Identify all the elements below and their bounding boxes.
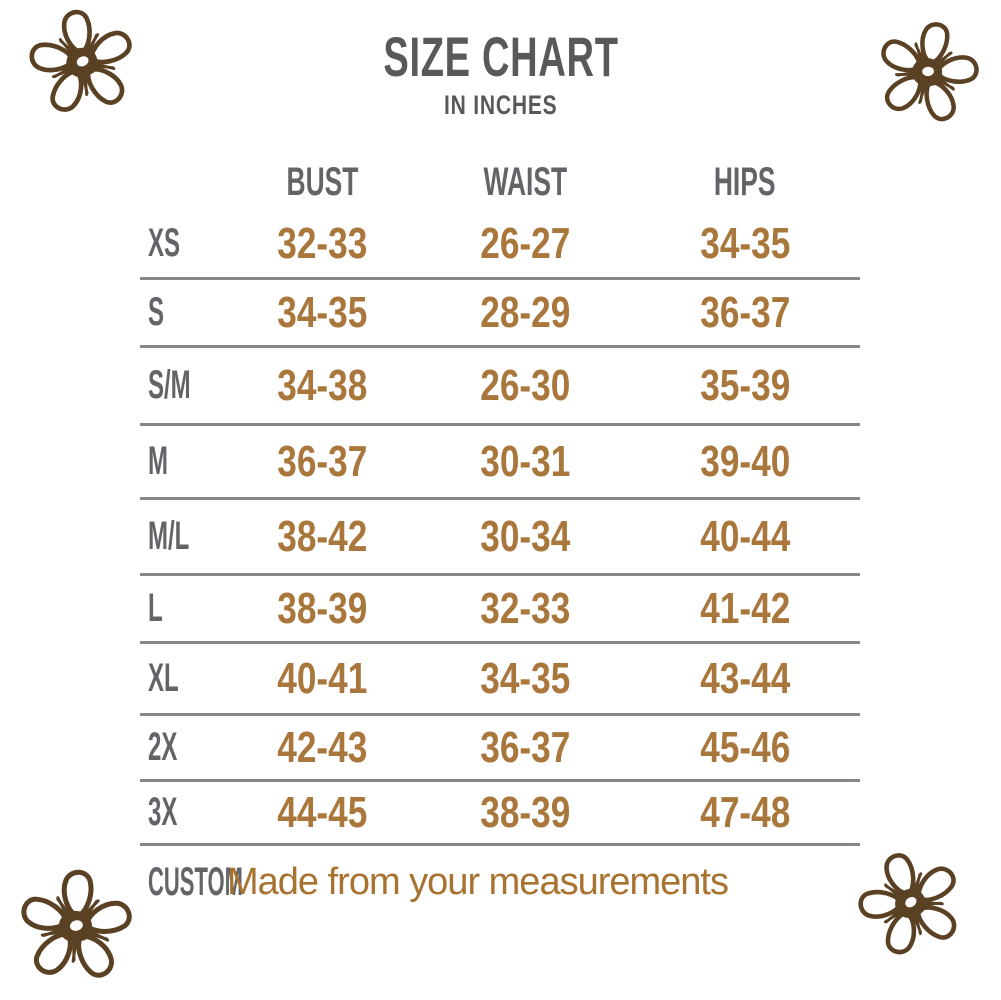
hips-value-cell: 40-44 <box>630 512 860 562</box>
hips-value: 40-44 <box>699 511 791 561</box>
table-row: XS 32-33 26-27 34-35 <box>140 210 860 280</box>
waist-value: 26-30 <box>479 360 571 410</box>
hips-value-cell: 39-40 <box>630 437 860 487</box>
size-label-cell: XS <box>140 221 225 266</box>
hips-value-cell: 35-39 <box>630 361 860 411</box>
hips-value-cell: 45-46 <box>630 723 860 773</box>
bust-value: 40-41 <box>277 653 368 703</box>
waist-value: 30-34 <box>479 511 571 561</box>
hips-value-cell: 34-35 <box>630 219 860 269</box>
bust-value-cell: 38-39 <box>225 584 420 634</box>
size-label: 3X <box>148 790 178 834</box>
bust-value-cell: 34-35 <box>225 288 420 338</box>
size-label: 2X <box>148 725 178 769</box>
waist-value: 26-27 <box>479 218 571 268</box>
hips-value: 36-37 <box>699 287 791 337</box>
table-row: 3X 44-45 38-39 47-48 <box>140 782 860 846</box>
bust-value: 36-37 <box>277 436 368 486</box>
hips-value: 41-42 <box>699 583 791 633</box>
bust-value-cell: 38-42 <box>225 512 420 562</box>
custom-size-note: Made from your measurements <box>227 860 729 903</box>
waist-value-cell: 30-31 <box>420 437 630 487</box>
chart-header: SIZE CHART IN INCHES <box>0 26 1001 121</box>
waist-value: 30-31 <box>479 436 571 486</box>
waist-value-cell: 32-33 <box>420 584 630 634</box>
column-header-hips: HIPS <box>630 160 860 205</box>
waist-value-cell: 28-29 <box>420 288 630 338</box>
bust-value: 34-35 <box>277 287 368 337</box>
size-label-cell: L <box>140 586 225 631</box>
column-header-label: HIPS <box>714 159 776 204</box>
hips-value: 45-46 <box>699 722 791 772</box>
page-title: SIZE CHART <box>382 25 619 88</box>
hips-value: 35-39 <box>699 360 791 410</box>
size-label: L <box>148 586 163 630</box>
hips-value: 34-35 <box>699 218 791 268</box>
size-label: XS <box>148 221 181 265</box>
waist-value: 38-39 <box>479 787 571 837</box>
hips-value: 39-40 <box>699 436 791 486</box>
bust-value-cell: 42-43 <box>225 723 420 773</box>
waist-value-cell: 26-30 <box>420 361 630 411</box>
hips-value: 43-44 <box>699 653 791 703</box>
size-label-cell: S <box>140 290 225 335</box>
hips-value-cell: 43-44 <box>630 654 860 704</box>
table-row: L 38-39 32-33 41-42 <box>140 576 860 644</box>
custom-size-row: CUSTOM Made from your measurements <box>148 852 868 912</box>
size-label: M <box>148 439 168 483</box>
bust-value: 44-45 <box>277 787 368 837</box>
bust-value-cell: 32-33 <box>225 219 420 269</box>
waist-value-cell: 34-35 <box>420 654 630 704</box>
size-label-cell: 3X <box>140 790 225 835</box>
size-label-cell: 2X <box>140 725 225 770</box>
table-row: S/M 34-38 26-30 35-39 <box>140 348 860 426</box>
column-header-label: WAIST <box>483 159 567 204</box>
size-label-cell: S/M <box>140 363 225 408</box>
column-header-waist: WAIST <box>420 160 630 205</box>
bust-value: 34-38 <box>277 360 368 410</box>
custom-size-label: CUSTOM <box>148 859 243 904</box>
table-header-row: BUST WAIST HIPS <box>140 154 860 210</box>
hips-value-cell: 47-48 <box>630 788 860 838</box>
hips-value-cell: 36-37 <box>630 288 860 338</box>
bust-value: 38-42 <box>277 511 368 561</box>
waist-value: 34-35 <box>479 653 571 703</box>
bust-value-cell: 44-45 <box>225 788 420 838</box>
size-label: XL <box>148 656 179 700</box>
size-label: S <box>148 290 165 334</box>
column-header-bust: BUST <box>225 160 420 205</box>
waist-value: 28-29 <box>479 287 571 337</box>
size-table: BUST WAIST HIPS XS 32-33 26-27 34-35 S 34-35 28-2… <box>140 154 860 846</box>
size-label: M/L <box>148 514 190 558</box>
waist-value-cell: 26-27 <box>420 219 630 269</box>
waist-value-cell: 30-34 <box>420 512 630 562</box>
table-row: S 34-35 28-29 36-37 <box>140 280 860 348</box>
waist-value: 32-33 <box>479 583 571 633</box>
hips-value-cell: 41-42 <box>630 584 860 634</box>
table-row: 2X 42-43 36-37 45-46 <box>140 716 860 782</box>
waist-value-cell: 36-37 <box>420 723 630 773</box>
table-row: XL 40-41 34-35 43-44 <box>140 644 860 716</box>
bust-value: 42-43 <box>277 722 368 772</box>
waist-value-cell: 38-39 <box>420 788 630 838</box>
bust-value: 32-33 <box>277 218 368 268</box>
column-header-label: BUST <box>286 159 359 204</box>
bust-value-cell: 34-38 <box>225 361 420 411</box>
size-label: S/M <box>148 363 191 407</box>
page-subtitle: IN INCHES <box>443 89 558 120</box>
size-label-cell: XL <box>140 656 225 701</box>
waist-value: 36-37 <box>479 722 571 772</box>
bust-value-cell: 40-41 <box>225 654 420 704</box>
size-label-cell: M <box>140 439 225 484</box>
flower-icon <box>12 860 140 988</box>
hips-value: 47-48 <box>699 787 791 837</box>
table-row: M 36-37 30-31 39-40 <box>140 426 860 500</box>
bust-value-cell: 36-37 <box>225 437 420 487</box>
table-row: M/L 38-42 30-34 40-44 <box>140 500 860 576</box>
bust-value: 38-39 <box>277 583 368 633</box>
size-label-cell: M/L <box>140 514 225 559</box>
